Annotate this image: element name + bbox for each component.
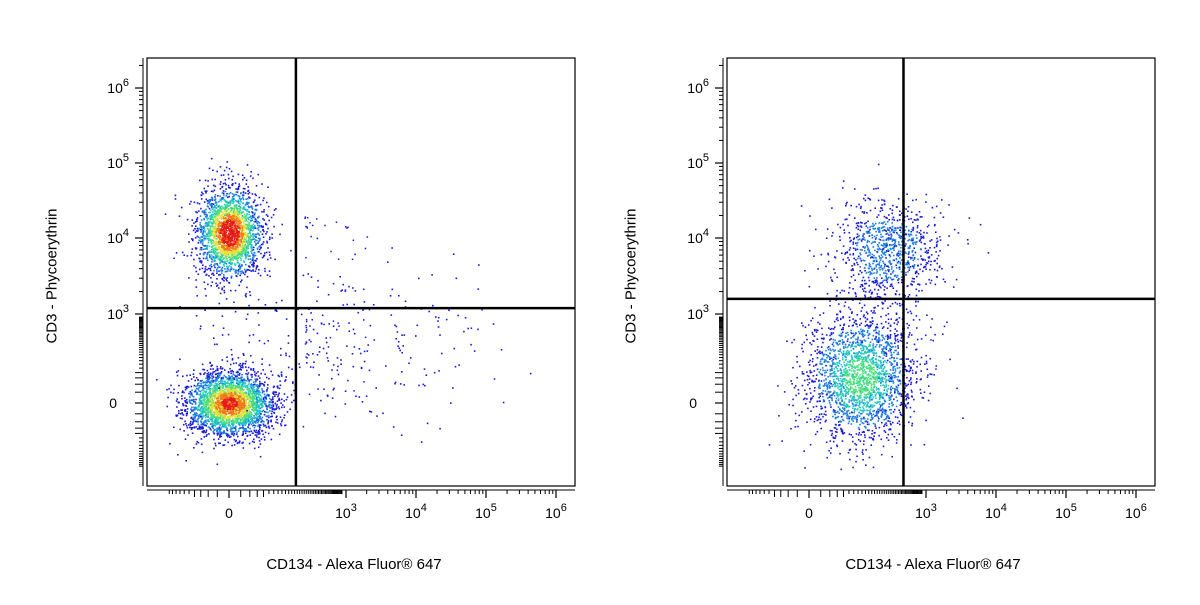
plot1-y-minor-ticks bbox=[135, 65, 143, 466]
plot2-x-tick-label: 106 bbox=[1125, 502, 1147, 521]
plot1-x-tick-label: 106 bbox=[545, 502, 567, 521]
plot2-y-tick-label: 0 bbox=[689, 395, 697, 411]
plot2-x-tick-label: 105 bbox=[1055, 502, 1077, 521]
plot2-y-tick-label: 105 bbox=[687, 152, 709, 171]
plot1-x-tick-label: 104 bbox=[405, 502, 427, 521]
plot1-y-axis-label: CD3 - Phycoerythrin bbox=[44, 208, 61, 343]
plot2-x-axis-label: CD134 - Alexa Fluor® 647 bbox=[845, 556, 1020, 573]
plot2-y-tick-label: 104 bbox=[687, 227, 709, 246]
plot1-event-dots bbox=[156, 158, 532, 465]
plot2-y-tick-label: 106 bbox=[687, 77, 709, 96]
plot1-y-tick-label: 105 bbox=[107, 152, 129, 171]
plot2-x-tick-label: 104 bbox=[985, 502, 1007, 521]
plot2-x-tick-label: 0 bbox=[805, 505, 813, 521]
plot1-y-tick-label: 0 bbox=[109, 395, 117, 411]
plot2-frame bbox=[727, 58, 1155, 486]
plot1-frame bbox=[147, 58, 575, 486]
plot2-y-axis-label: CD3 - Phycoerythrin bbox=[623, 208, 640, 343]
plot2-y-minor-ticks bbox=[715, 65, 723, 466]
plot1-x-tick-label: 0 bbox=[225, 505, 233, 521]
plot1-x-axis-label: CD134 - Alexa Fluor® 647 bbox=[266, 556, 441, 573]
plot-2: 0 103 104 105 106 106 105 104 103 0 bbox=[687, 58, 1155, 521]
plot2-x-minor-ticks bbox=[749, 490, 1133, 497]
plot1-y-tick-label: 103 bbox=[107, 303, 129, 322]
plot2-event-dots bbox=[769, 164, 989, 471]
plot-1: 0 103 104 105 106 106 105 104 103 0 bbox=[107, 58, 575, 521]
plot2-y-tick-label: 103 bbox=[687, 303, 709, 322]
plot1-y-tick-label: 106 bbox=[107, 77, 129, 96]
plot1-y-tick-label: 104 bbox=[107, 227, 129, 246]
plot1-x-minor-ticks bbox=[169, 490, 553, 497]
plot1-x-tick-label: 103 bbox=[335, 502, 357, 521]
plot2-x-tick-label: 103 bbox=[915, 502, 937, 521]
plot1-x-tick-label: 105 bbox=[475, 502, 497, 521]
